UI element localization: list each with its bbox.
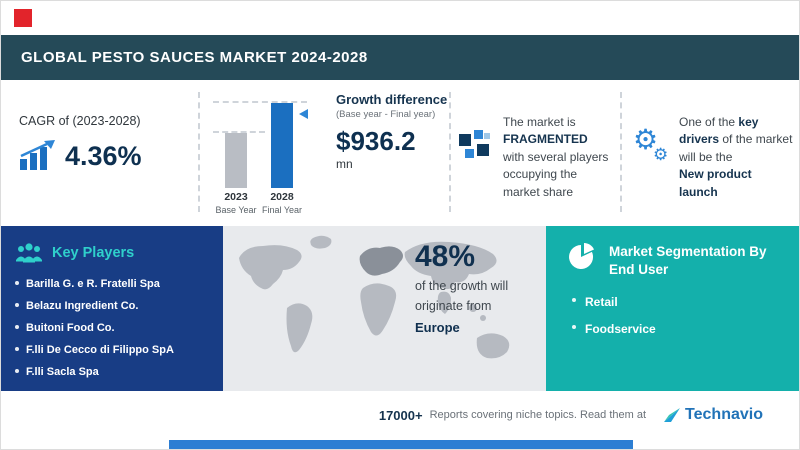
europe-growth-text: 48% of the growth will originate from Eu… (415, 240, 543, 335)
bar-label-2023: 2023 Base Year (215, 191, 257, 215)
cagr-value: 4.36% (65, 141, 142, 171)
technavio-logo[interactable]: Technavio (663, 406, 763, 424)
europe-growth-line1: of the growth will (415, 279, 509, 293)
stats-row: CAGR of (2023-2028) 4.36% 2023 (1, 80, 799, 226)
key-player-item: F.lli De Cecco di Filippo SpA (15, 344, 209, 356)
fragmented-market-icon (459, 130, 491, 162)
technavio-wordmark: Technavio (685, 406, 763, 423)
bullet-dot (572, 298, 576, 303)
pie-chart-icon (569, 243, 594, 269)
bullet-dot (15, 347, 19, 351)
cagr-label: CAGR of (2023-2028) (19, 114, 141, 128)
fragmented-post: with several players occupying the marke… (503, 149, 609, 199)
key-player-item: F.lli Sacla Spa (15, 366, 209, 378)
bullet-dot (15, 303, 19, 307)
key-driver-highlight: New product launch (679, 167, 752, 199)
key-driver-pre: One of the (679, 115, 736, 129)
divider-2 (449, 92, 451, 212)
cagr-block: CAGR of (2023-2028) 4.36% (19, 114, 189, 170)
header-bar: GLOBAL PESTO SAUCES MARKET 2024-2028 (1, 35, 799, 80)
brand-red-square (14, 9, 32, 27)
segmentation-panel: Market Segmentation By End User Retail F… (546, 226, 799, 391)
growth-difference-block: Growth difference (Base year - Final yea… (336, 92, 448, 171)
europe-growth-line2: originate from (415, 299, 492, 314)
bullet-dot (572, 325, 576, 330)
growth-bar-chart: 2023 Base Year 2028 Final Year (213, 88, 325, 218)
world-map (239, 235, 510, 359)
bar-2028-final-year (271, 103, 293, 188)
growth-chart-icon (20, 140, 55, 170)
segmentation-list: Retail Foodservice (568, 295, 777, 336)
fragmented-market-text: The market is FRAGMENTED with several pl… (503, 114, 611, 201)
key-players-list: Barilla G. e R. Fratelli Spa Belazu Ingr… (15, 278, 209, 378)
key-player-item: Barilla G. e R. Fratelli Spa (15, 278, 209, 290)
bottom-accent-bar (169, 440, 633, 449)
people-icon (16, 243, 42, 263)
europe-growth-panel: 48% of the growth will originate from Eu… (223, 226, 546, 391)
key-driver-text: One of the key drivers of the market wil… (679, 114, 793, 201)
bullet-dot (15, 281, 19, 285)
final-year-reference-line (213, 101, 307, 103)
segmentation-item: Foodservice (572, 322, 777, 336)
europe-region-label: Europe (415, 319, 460, 335)
segmentation-title: Market Segmentation By End User (609, 244, 767, 278)
base-year-reference-line (213, 131, 265, 133)
gears-icon: ⚙ ⚙ (633, 124, 669, 164)
europe-growth-value: 48% (415, 240, 476, 273)
key-players-title: Key Players (52, 245, 135, 261)
bar-2023-base-year (225, 133, 247, 188)
key-driver-block: ⚙ ⚙ One of the key drivers of the market … (633, 114, 793, 201)
growth-difference-value: $936.2 (336, 126, 416, 156)
page-title: GLOBAL PESTO SAUCES MARKET 2024-2028 (21, 49, 368, 66)
bullet-dot (15, 325, 19, 329)
reports-count: 17000+ (378, 407, 423, 423)
divider-3 (620, 92, 622, 212)
fragmented-market-block: The market is FRAGMENTED with several pl… (459, 114, 611, 201)
technavio-arrow-icon (664, 408, 681, 422)
difference-arrow-icon (299, 109, 308, 119)
growth-difference-unit: mn (336, 157, 353, 171)
bullet-dot (15, 369, 19, 373)
fragmented-highlight: FRAGMENTED (503, 132, 588, 147)
footer-bar: 17000+ Reports covering niche topics. Re… (1, 391, 799, 439)
key-driver-bold: key drivers (679, 115, 759, 147)
key-player-item: Belazu Ingredient Co. (15, 300, 209, 312)
footer-text: Reports covering niche topics. Read them… (429, 409, 647, 421)
key-driver-mid: of the market will be the (679, 132, 793, 164)
growth-difference-title: Growth difference (336, 92, 448, 107)
key-player-item: Buitoni Food Co. (15, 322, 209, 334)
fragmented-pre: The market is (503, 115, 576, 129)
growth-difference-subtitle: (Base year - Final year) (336, 109, 436, 120)
divider-1 (198, 92, 200, 212)
segmentation-item: Retail (572, 295, 777, 309)
bottom-panels: Key Players Barilla G. e R. Fratelli Spa… (1, 226, 799, 391)
key-players-panel: Key Players Barilla G. e R. Fratelli Spa… (1, 226, 223, 391)
bar-label-2028: 2028 Final Year (261, 191, 303, 215)
